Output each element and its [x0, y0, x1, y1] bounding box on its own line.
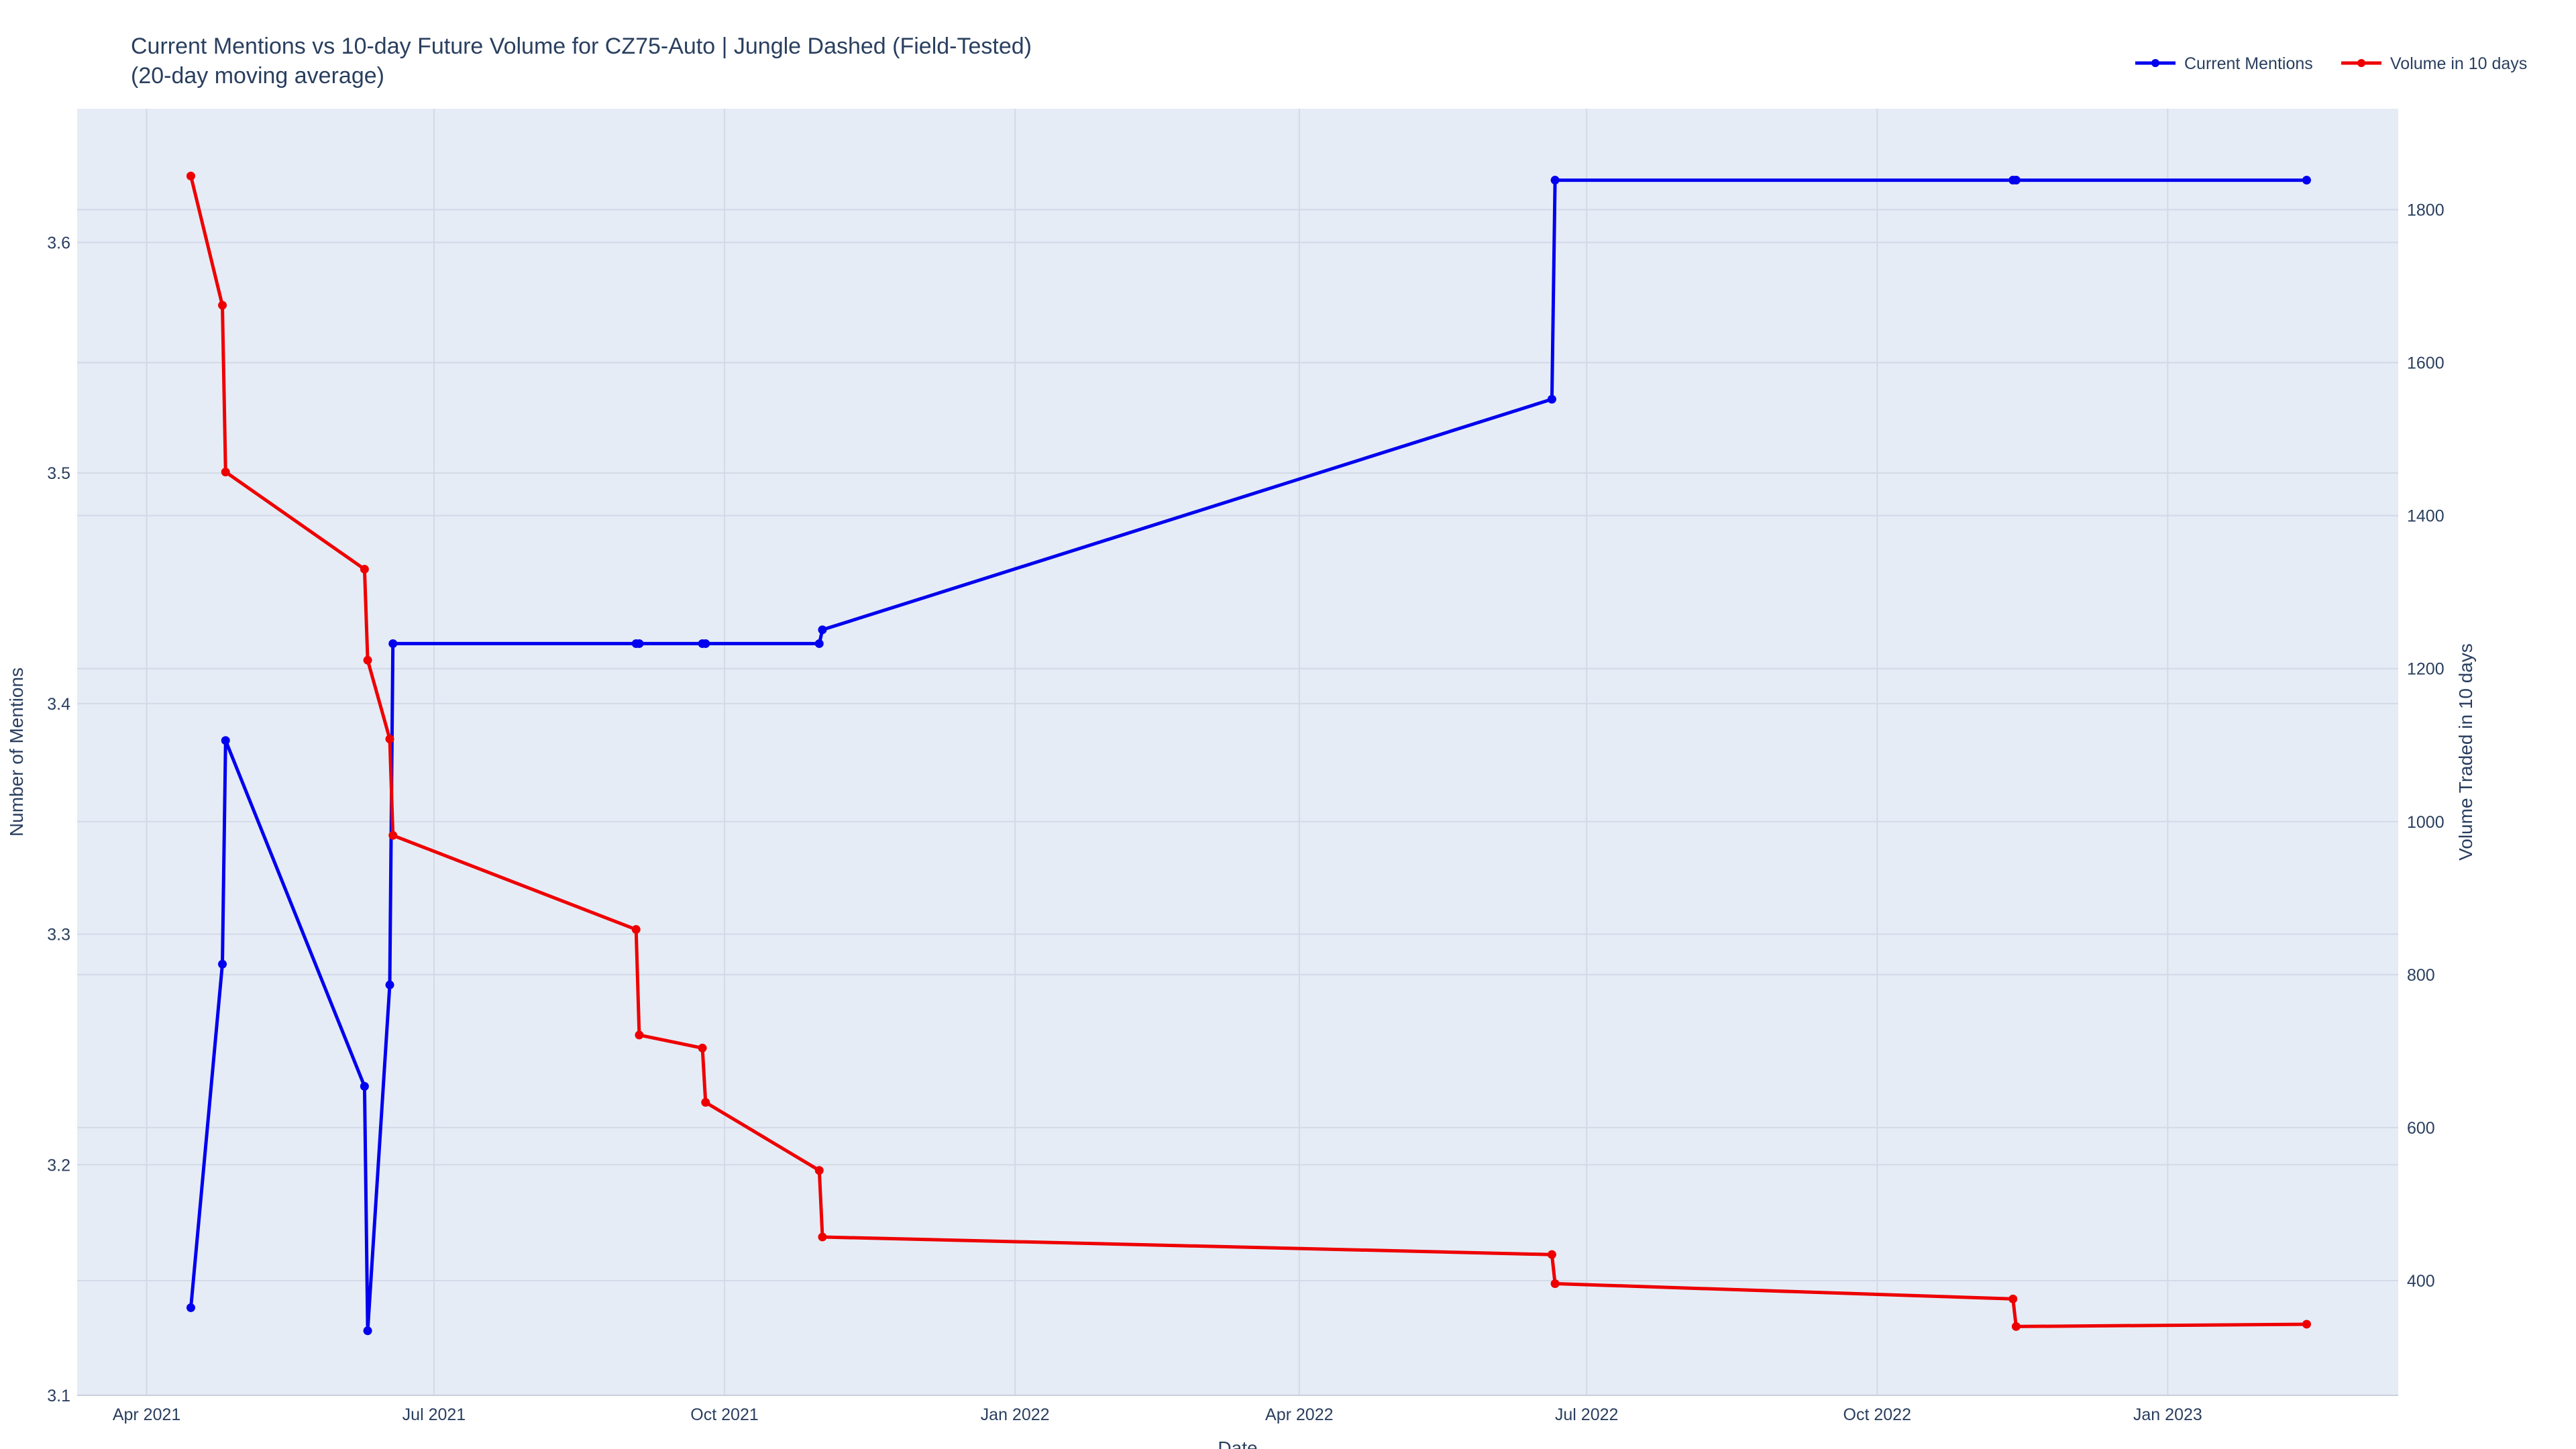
data-point-series-1	[2008, 1294, 2018, 1303]
data-point-series-1	[1550, 1279, 1560, 1289]
data-point-series-1	[388, 830, 398, 840]
data-point-series-0	[1547, 394, 1556, 404]
legend-swatch-marker	[2151, 59, 2159, 67]
data-point-series-0	[701, 639, 710, 648]
x-axis-label: Date	[1218, 1438, 1257, 1449]
x-tick-label: Jan 2022	[981, 1405, 1050, 1424]
legend-item-current-mentions[interactable]: Current Mentions	[2135, 54, 2313, 73]
x-tick-label: Apr 2022	[1265, 1405, 1333, 1424]
chart-subtitle: (20-day moving average)	[131, 63, 384, 89]
y-left-tick-label: 3.1	[47, 1387, 70, 1405]
y-left-tick-label: 3.4	[47, 695, 70, 714]
plot-area	[77, 109, 2398, 1395]
data-point-series-0	[818, 625, 827, 635]
y-right-tick-label: 1000	[2407, 813, 2445, 832]
y-axis-right-label: Volume Traded in 10 days	[2455, 643, 2476, 861]
data-point-series-1	[385, 735, 394, 744]
x-tick-label: Jul 2021	[402, 1405, 466, 1424]
data-point-series-0	[363, 1326, 372, 1336]
data-point-series-0	[385, 980, 394, 989]
data-point-series-0	[814, 639, 824, 648]
data-point-series-1	[635, 1030, 644, 1040]
data-point-series-0	[218, 959, 227, 969]
y-left-tick-label: 3.2	[47, 1156, 70, 1175]
chart-title: Current Mentions vs 10-day Future Volume…	[131, 34, 1032, 59]
series-line-0	[189, 178, 2307, 1333]
data-point-series-1	[2011, 1322, 2021, 1331]
data-point-series-0	[388, 639, 398, 648]
data-point-series-1	[360, 564, 369, 574]
y-right-tick-label: 600	[2407, 1119, 2435, 1138]
data-point-series-1	[186, 171, 195, 180]
x-tick-label: Jan 2023	[2133, 1405, 2202, 1424]
data-point-series-1	[1547, 1250, 1556, 1259]
axes: Apr 2021 Jul 2021 Oct 2021 Jan 2022 Apr 2022…	[47, 201, 2444, 1424]
legend-label: Current Mentions	[2184, 54, 2313, 73]
x-tick-label: Oct 2022	[1843, 1405, 1911, 1424]
data-point-series-1	[698, 1043, 707, 1053]
y-right-tick-label: 1400	[2407, 507, 2445, 526]
data-point-series-1	[218, 301, 227, 310]
y-left-tick-label: 3.6	[47, 233, 70, 252]
x-tick-label: Jul 2022	[1555, 1405, 1619, 1424]
series-line-1	[189, 175, 2307, 1328]
y-right-tick-label: 400	[2407, 1272, 2435, 1291]
x-tick-label: Apr 2021	[113, 1405, 180, 1424]
legend: Current Mentions Volume in 10 days	[2135, 54, 2527, 73]
data-point-series-1	[2302, 1320, 2311, 1329]
y-right-tick-label: 800	[2407, 966, 2435, 985]
data-point-series-1	[814, 1166, 824, 1175]
data-point-series-1	[818, 1232, 827, 1242]
x-tick-label: Oct 2021	[690, 1405, 758, 1424]
y-right-tick-label: 1800	[2407, 201, 2445, 220]
data-point-series-1	[363, 655, 372, 665]
legend-label: Volume in 10 days	[2390, 54, 2527, 73]
data-point-series-0	[221, 736, 230, 745]
data-point-series-1	[631, 925, 641, 934]
legend-swatch-marker	[2357, 59, 2365, 67]
data-point-series-0	[2302, 176, 2311, 185]
data-point-series-0	[2011, 176, 2021, 185]
y-right-tick-label: 1200	[2407, 660, 2445, 679]
data-point-series-0	[360, 1081, 369, 1091]
data-point-series-1	[221, 468, 230, 477]
data-point-series-0	[1550, 176, 1560, 185]
series-layer	[186, 171, 2311, 1336]
data-point-series-1	[701, 1097, 710, 1107]
y-right-tick-label: 1600	[2407, 354, 2445, 373]
legend-item-volume-in-10-days[interactable]: Volume in 10 days	[2341, 54, 2527, 73]
data-point-series-0	[635, 639, 644, 648]
data-point-series-0	[186, 1303, 195, 1312]
y-axis-left-label: Number of Mentions	[6, 667, 27, 837]
y-left-tick-label: 3.5	[47, 464, 70, 483]
y-left-tick-label: 3.3	[47, 926, 70, 945]
